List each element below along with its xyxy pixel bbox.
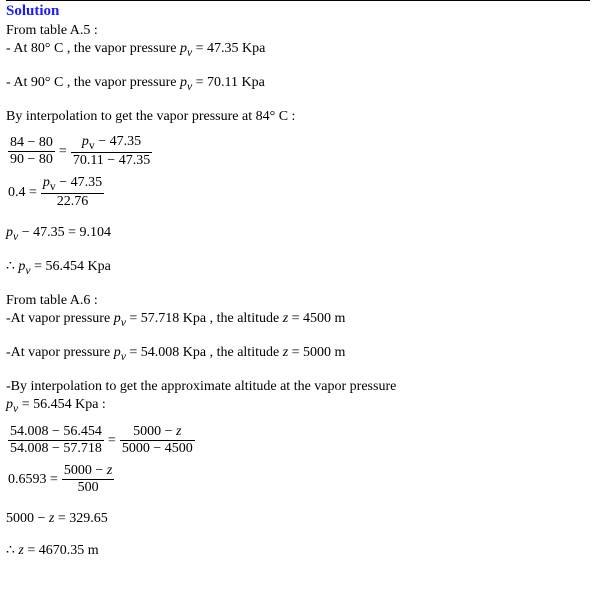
eq-0.4: 0.4 = pv − 47.35 22.76	[6, 175, 516, 210]
point-54.008: -At vapor pressure pv = 54.008 Kpa , the…	[6, 344, 516, 364]
eq-z-result: ∴ z = 4670.35 m	[6, 542, 516, 560]
frac: pv − 47.35 22.76	[41, 175, 104, 210]
frac-left: 54.008 − 56.454 54.008 − 57.718	[8, 424, 104, 457]
text: = 4670.35 m	[24, 543, 99, 558]
text: -At vapor pressure	[6, 311, 114, 326]
eq-interp-2: 54.008 − 56.454 54.008 − 57.718 = 5000 −…	[6, 424, 516, 457]
point-57.718: -At vapor pressure pv = 57.718 Kpa , the…	[6, 310, 516, 330]
text: = 54.008 Kpa , the altitude	[126, 345, 283, 360]
pv-symbol: pv	[114, 311, 126, 326]
frac-right: pv − 47.35 70.11 − 47.35	[71, 134, 152, 169]
text: - At 80° C , the vapor pressure	[6, 41, 180, 56]
text: = 56.454 Kpa :	[18, 397, 106, 412]
pv-symbol: pv	[180, 41, 192, 56]
eq-329.65: 5000 − z = 329.65	[6, 510, 516, 528]
equals: =	[59, 144, 67, 160]
therefore: ∴	[6, 259, 18, 274]
pv-symbol: pv	[114, 345, 126, 360]
frac-left: 84 − 80 90 − 80	[8, 135, 55, 168]
equals: =	[108, 433, 116, 449]
interp-text-2a: -By interpolation to get the approximate…	[6, 378, 516, 396]
pv-symbol: pv	[6, 397, 18, 412]
text: = 329.65	[54, 511, 107, 526]
text: = 47.35 Kpa	[192, 41, 265, 56]
from-table-a5: From table A.5 :	[6, 22, 516, 40]
lhs: 0.6593 =	[8, 472, 58, 488]
text: = 70.11 Kpa	[192, 75, 265, 90]
pv-symbol: pv	[6, 225, 18, 240]
text: - At 90° C , the vapor pressure	[6, 75, 180, 90]
therefore: ∴	[6, 543, 18, 558]
pv-symbol: pv	[180, 75, 192, 90]
top-rule	[6, 0, 590, 1]
text: − 47.35 = 9.104	[18, 225, 111, 240]
frac: 5000 − z 500	[62, 463, 114, 496]
text: 5000 −	[6, 511, 49, 526]
text: -At vapor pressure	[6, 345, 114, 360]
interp-text-1: By interpolation to get the vapor pressu…	[6, 108, 516, 126]
text: = 57.718 Kpa , the altitude	[126, 311, 283, 326]
eq-0.6593: 0.6593 = 5000 − z 500	[6, 463, 516, 496]
content-block: Solution From table A.5 : - At 80° C , t…	[6, 3, 516, 561]
text: = 56.454 Kpa	[31, 259, 111, 274]
lhs: 0.4 =	[8, 185, 37, 201]
point-90c: - At 90° C , the vapor pressure pv = 70.…	[6, 74, 516, 94]
frac-right: 5000 − z 5000 − 4500	[120, 424, 195, 457]
interp-text-2b: pv = 56.454 Kpa :	[6, 396, 516, 416]
text: = 5000 m	[288, 345, 345, 360]
eq-pv-result: ∴ pv = 56.454 Kpa	[6, 258, 516, 278]
solution-title: Solution	[6, 3, 516, 20]
from-table-a6: From table A.6 :	[6, 292, 516, 310]
point-80c: - At 80° C , the vapor pressure pv = 47.…	[6, 40, 516, 60]
eq-interp-1: 84 − 80 90 − 80 = pv − 47.35 70.11 − 47.…	[6, 134, 516, 169]
eq-9.104: pv − 47.35 = 9.104	[6, 224, 516, 244]
text: = 4500 m	[288, 311, 345, 326]
pv-symbol: pv	[18, 259, 30, 274]
